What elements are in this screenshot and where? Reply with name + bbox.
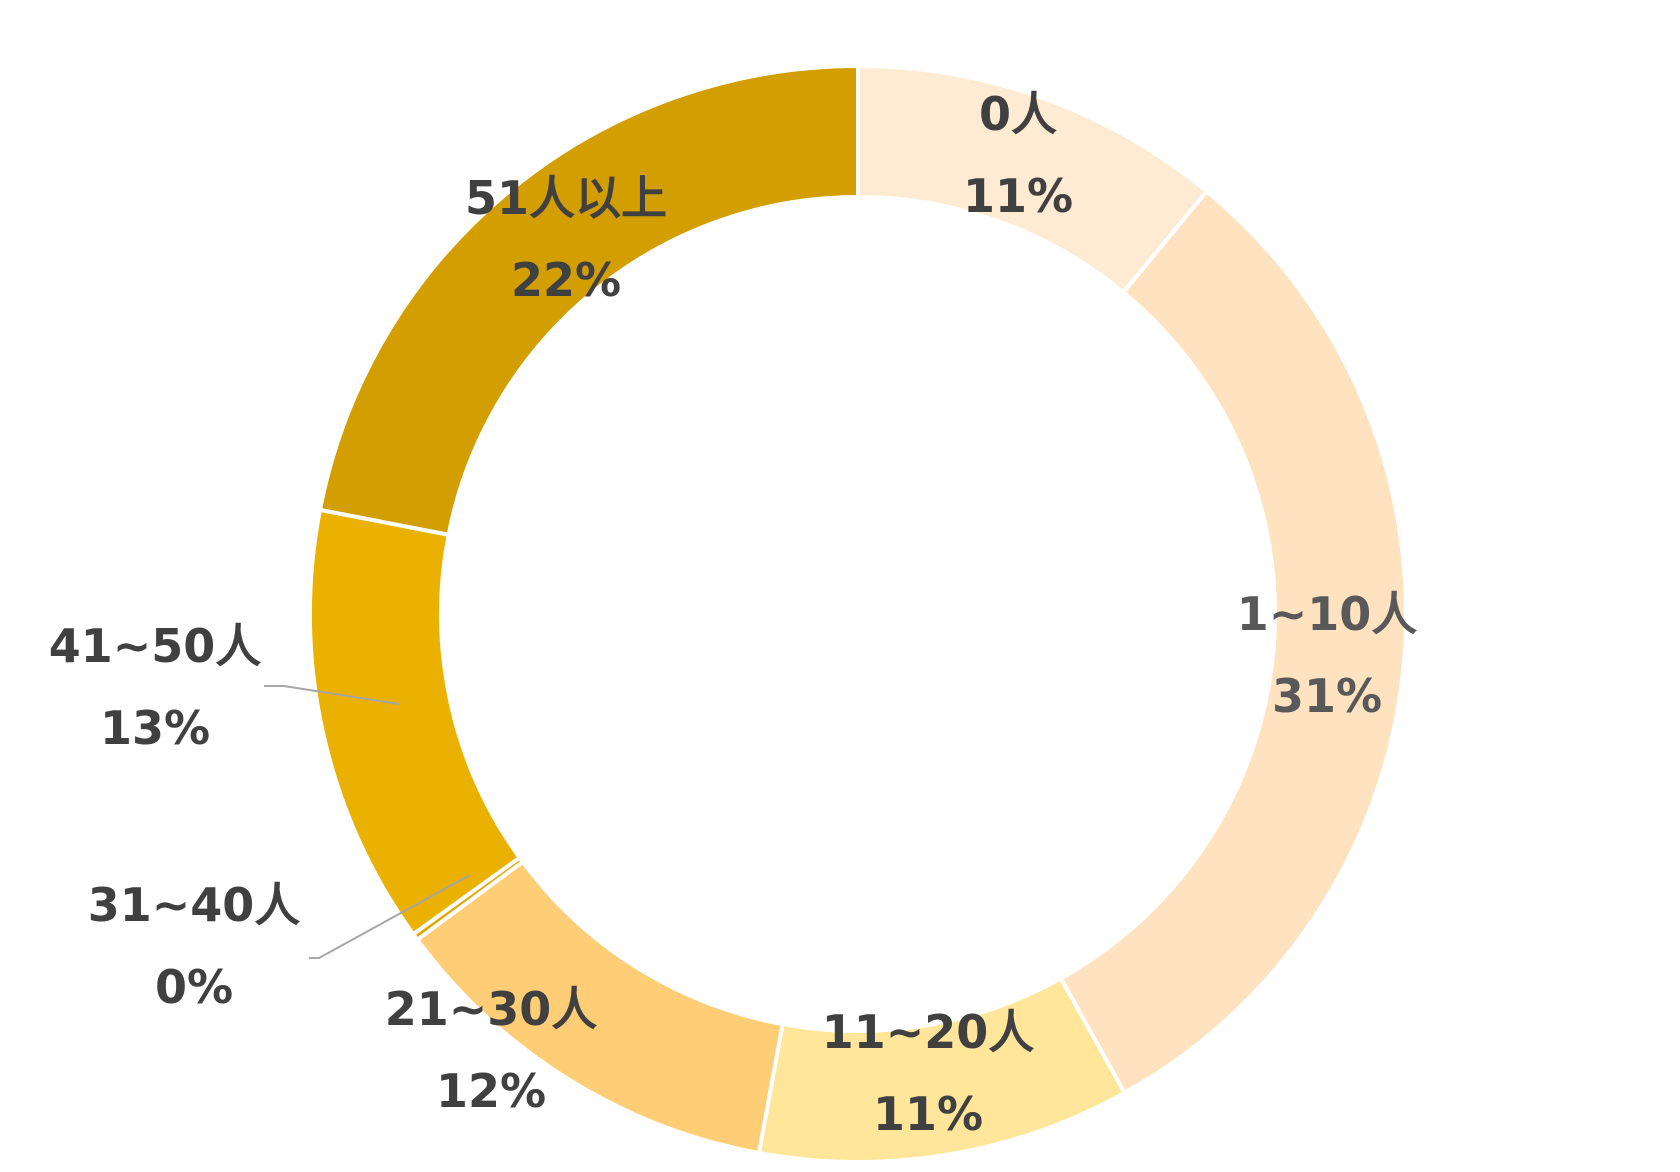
slice-percent-1: 31%: [1272, 669, 1382, 723]
slice-percent-6: 22%: [511, 253, 621, 307]
slice-percent-4: 0%: [155, 960, 233, 1014]
slice-percent-2: 11%: [873, 1087, 983, 1141]
slice-label-5: 41~50人: [49, 619, 262, 673]
slice-6: [317, 63, 860, 538]
slice-label-0: 0人: [979, 87, 1057, 141]
leader-lines: [264, 685, 471, 959]
slice-1: [1058, 188, 1409, 1096]
slice-label-6: 51人以上: [465, 171, 667, 225]
slice-label-4: 31~40人: [88, 878, 301, 932]
donut-slices: [308, 63, 1409, 1164]
slice-percent-3: 12%: [436, 1064, 546, 1118]
data-labels: 0人 11% 1~10人 31% 11~20人 11% 21~30人 12% 31~40人 0% 4…: [49, 87, 1418, 1141]
slice-5: [308, 507, 523, 937]
slice-percent-5: 13%: [100, 701, 210, 755]
slice-percent-0: 11%: [963, 169, 1073, 223]
slice-label-3: 21~30人: [385, 982, 598, 1036]
leader-line-4: [309, 874, 471, 959]
leader-line-5: [264, 685, 400, 705]
slice-label-2: 11~20人: [822, 1005, 1035, 1059]
slice-label-1: 1~10人: [1237, 587, 1418, 641]
